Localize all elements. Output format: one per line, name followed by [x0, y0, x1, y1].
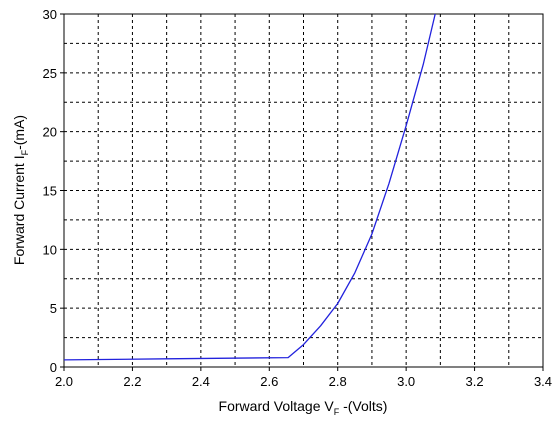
- tick-marks: [60, 13, 544, 371]
- y-tick-labels: 0 5 10 15 20 25 30: [43, 7, 57, 375]
- y-tick-label: 30: [43, 7, 57, 22]
- x-tick-label: 3.0: [397, 374, 415, 389]
- y-axis-title-main: Forward Current I: [11, 155, 27, 265]
- x-tick-label: 2.2: [123, 374, 141, 389]
- x-tick-label: 2.4: [192, 374, 210, 389]
- x-tick-label: 2.6: [260, 374, 278, 389]
- y-tick-label: 15: [43, 184, 57, 199]
- series-line-forward-current: [63, 13, 436, 361]
- y-tick-label: 20: [43, 125, 57, 140]
- x-tick-label: 2.8: [329, 374, 347, 389]
- y-tick-label: 5: [50, 301, 57, 316]
- y-axis-title-subscript: F: [20, 149, 30, 155]
- x-axis-title-main: Forward Voltage V: [219, 398, 335, 414]
- grid-lines: [64, 14, 543, 367]
- y-tick-label: 0: [50, 360, 57, 375]
- x-axis-title-unit: -(Volts): [339, 398, 387, 414]
- y-axis-title: Forward Current IF-(mA): [11, 115, 30, 265]
- y-tick-label: 10: [43, 242, 57, 257]
- x-axis-title-subscript: F: [334, 407, 340, 417]
- y-tick-label: 25: [43, 66, 57, 81]
- x-tick-label: 3.2: [466, 374, 484, 389]
- x-tick-label: 3.4: [534, 374, 552, 389]
- x-tick-labels: 2.0 2.2 2.4 2.6 2.8 3.0 3.2 3.4: [55, 374, 552, 389]
- x-tick-label: 2.0: [55, 374, 73, 389]
- y-axis-title-unit: -(mA): [11, 115, 27, 150]
- x-axis-title: Forward Voltage VF -(Volts): [219, 398, 388, 417]
- series-lines: [63, 13, 436, 361]
